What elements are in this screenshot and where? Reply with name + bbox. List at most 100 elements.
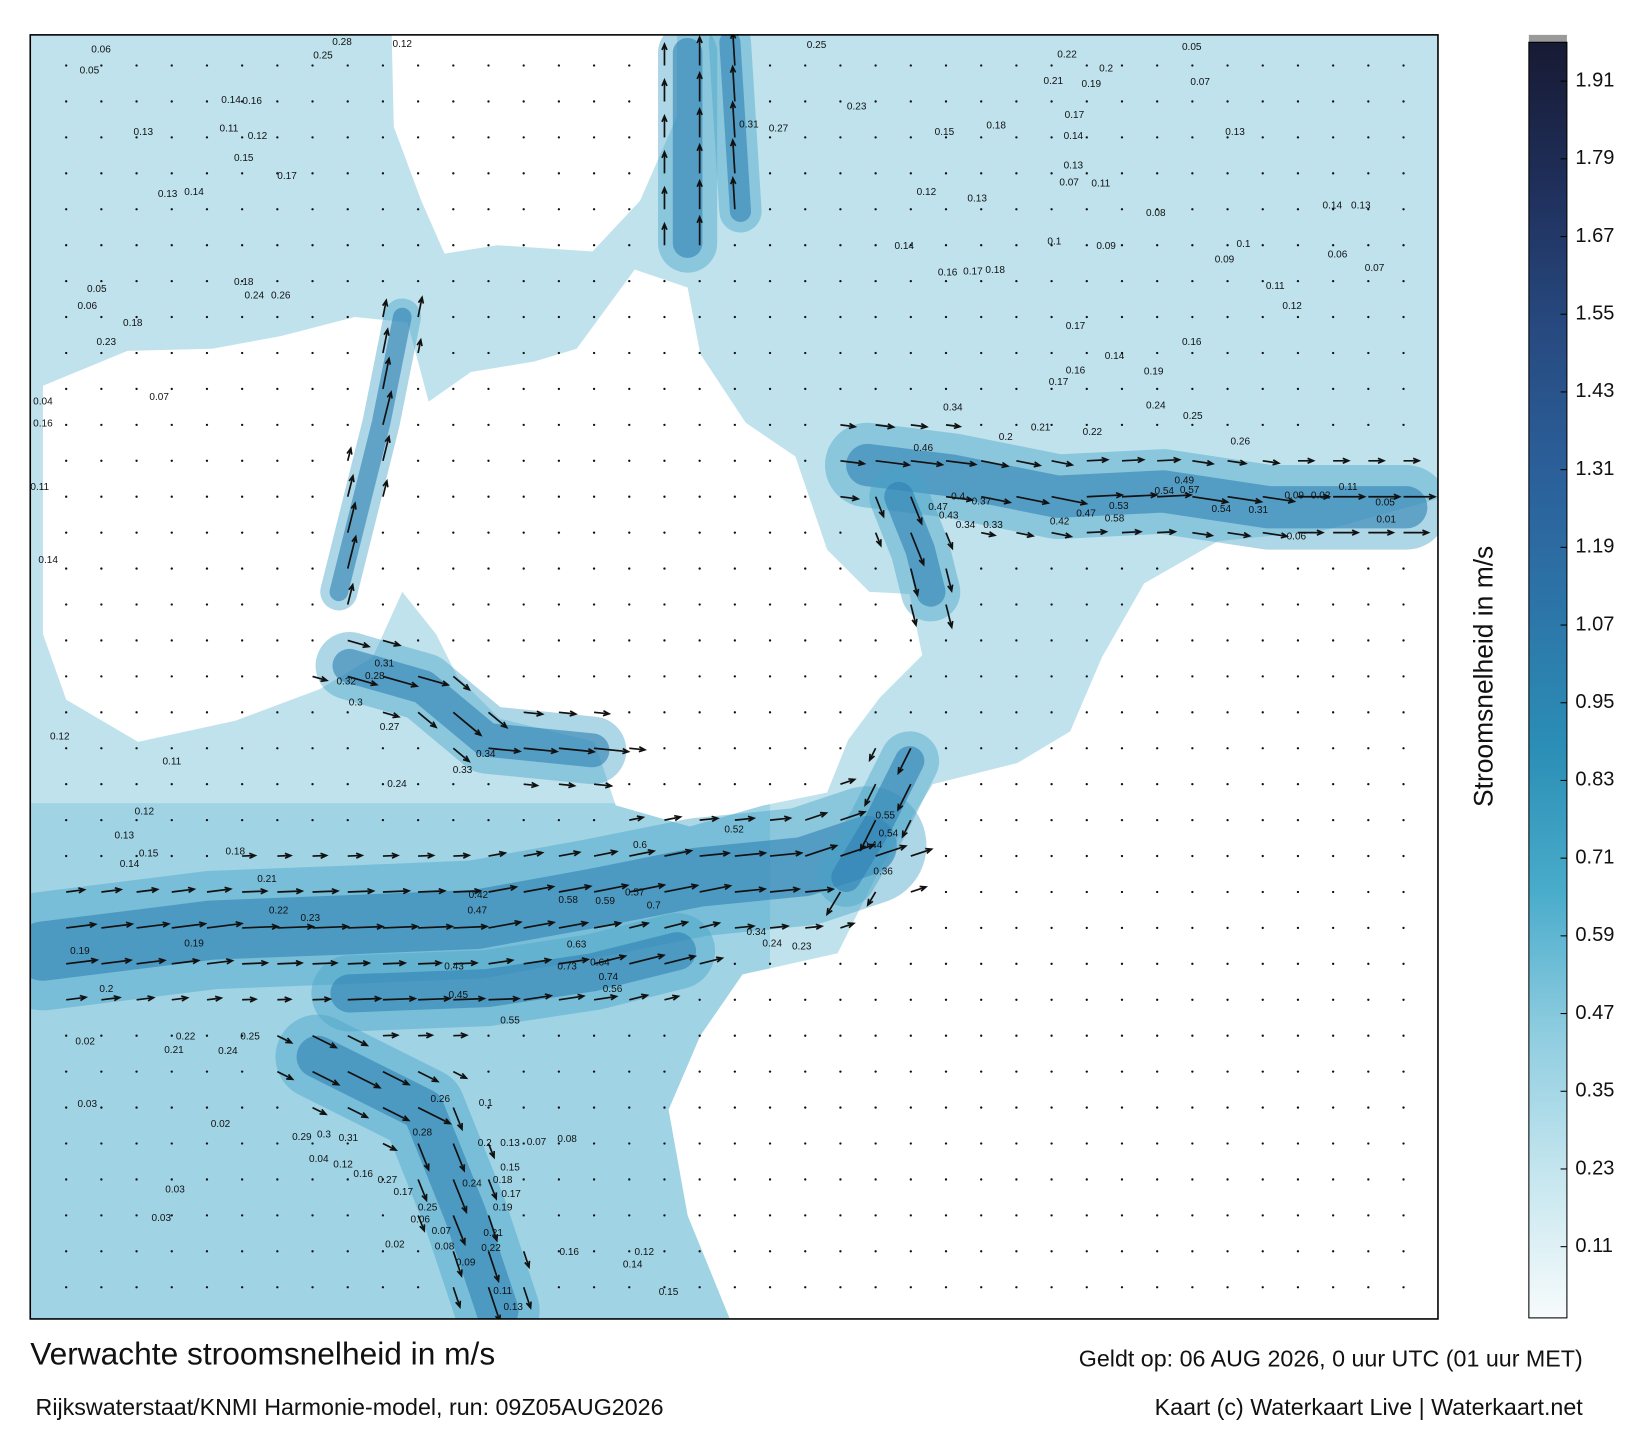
current-arrow xyxy=(417,675,451,687)
grid-dot xyxy=(1402,890,1405,894)
current-arrow xyxy=(945,604,954,630)
current-arrow xyxy=(66,957,100,965)
grid-dot xyxy=(663,1034,666,1037)
speed-label: 0.12 xyxy=(248,131,268,142)
grid-dot xyxy=(1367,1106,1370,1109)
current-arrow xyxy=(1262,531,1290,539)
grid-dot xyxy=(698,783,701,786)
grid-dot xyxy=(240,1286,244,1289)
grid-dot xyxy=(944,279,948,283)
grid-dot xyxy=(1367,387,1370,391)
current-arrow xyxy=(417,1179,428,1203)
current-arrow xyxy=(1227,531,1252,539)
grid-dot xyxy=(416,279,420,283)
grid-dot xyxy=(804,136,807,139)
grid-dot xyxy=(170,1250,173,1253)
grid-dot xyxy=(1015,890,1018,894)
grid-dot xyxy=(346,747,349,750)
speed-label: 0.02 xyxy=(75,1037,95,1048)
grid-dot xyxy=(557,423,561,427)
grid-dot xyxy=(276,315,279,319)
current-arrow xyxy=(593,782,614,789)
grid-dot xyxy=(768,1106,772,1109)
speed-label: 0.42 xyxy=(469,890,489,901)
grid-dot xyxy=(1331,315,1335,319)
grid-dot xyxy=(628,675,631,678)
colorbar-tick-label: 0.83 xyxy=(1575,769,1614,791)
current-arrow xyxy=(593,920,623,929)
grid-dot xyxy=(1191,747,1194,750)
grid-dot xyxy=(135,1034,138,1037)
speed-label: 0.16 xyxy=(33,418,53,429)
grid-dot xyxy=(909,64,912,67)
grid-dot xyxy=(135,423,138,427)
grid-dot xyxy=(487,136,490,139)
current-arrow xyxy=(347,1034,370,1047)
grid-dot xyxy=(381,531,385,534)
grid-dot xyxy=(733,747,737,750)
current-arrow xyxy=(417,1106,453,1125)
current-arrow xyxy=(629,746,648,753)
current-arrow xyxy=(416,337,423,354)
grid-dot xyxy=(1367,208,1370,211)
current-arrow xyxy=(661,149,668,174)
grid-dot xyxy=(628,1106,631,1109)
current-arrow xyxy=(840,778,857,785)
speed-label: 0.46 xyxy=(914,443,934,454)
grid-dot xyxy=(65,783,68,786)
current-arrow xyxy=(452,1286,462,1310)
grid-dot xyxy=(452,423,455,427)
grid-dot xyxy=(1015,1142,1018,1145)
speed-label: 0.14 xyxy=(38,555,58,566)
grid-dot xyxy=(768,64,772,67)
grid-dot xyxy=(1402,639,1405,642)
grid-dot xyxy=(1367,1034,1370,1037)
current-arrow xyxy=(699,815,720,823)
grid-dot xyxy=(240,639,244,642)
grid-dot xyxy=(980,1250,983,1253)
grid-dot xyxy=(170,1214,173,1217)
grid-dot xyxy=(1050,387,1053,391)
speed-label: 0.2 xyxy=(1099,63,1113,74)
grid-dot xyxy=(944,136,948,139)
grid-dot xyxy=(1156,100,1159,103)
grid-dot xyxy=(557,1106,561,1109)
grid-dot xyxy=(1226,962,1229,966)
grid-dot xyxy=(100,854,103,858)
grid-dot xyxy=(1156,998,1159,1001)
grid-dot xyxy=(1085,1286,1088,1289)
grid-dot xyxy=(1261,639,1264,642)
grid-dot xyxy=(1120,1106,1124,1109)
grid-dot xyxy=(1367,711,1370,714)
grid-dot xyxy=(698,1070,701,1073)
grid-dot xyxy=(909,172,912,175)
current-arrow xyxy=(909,604,918,628)
speed-label: 0.25 xyxy=(1183,411,1203,422)
grid-dot xyxy=(944,747,948,750)
grid-dot xyxy=(592,531,596,534)
speed-label: 0.52 xyxy=(724,824,744,835)
grid-dot xyxy=(944,1286,948,1289)
grid-dot xyxy=(311,136,314,139)
grid-dot xyxy=(557,136,561,139)
grid-dot xyxy=(65,423,68,427)
grid-dot xyxy=(311,423,314,427)
current-arrow xyxy=(699,850,732,857)
speed-label: 0.08 xyxy=(1146,208,1166,219)
speed-label: 0.07 xyxy=(149,392,169,403)
grid-dot xyxy=(1156,818,1159,822)
grid-dot xyxy=(1367,926,1370,930)
grid-dot xyxy=(170,567,173,570)
current-arrow xyxy=(346,446,353,461)
current-arrow xyxy=(1297,457,1316,465)
grid-dot xyxy=(416,136,420,139)
current-arrow xyxy=(769,850,804,857)
grid-dot xyxy=(1120,926,1124,930)
grid-dot xyxy=(909,962,912,966)
current-arrow xyxy=(1192,459,1215,467)
grid-dot xyxy=(240,818,244,822)
grid-dot xyxy=(1402,962,1405,966)
grid-dot xyxy=(909,315,912,319)
grid-dot xyxy=(135,1250,138,1253)
grid-dot xyxy=(839,675,842,678)
